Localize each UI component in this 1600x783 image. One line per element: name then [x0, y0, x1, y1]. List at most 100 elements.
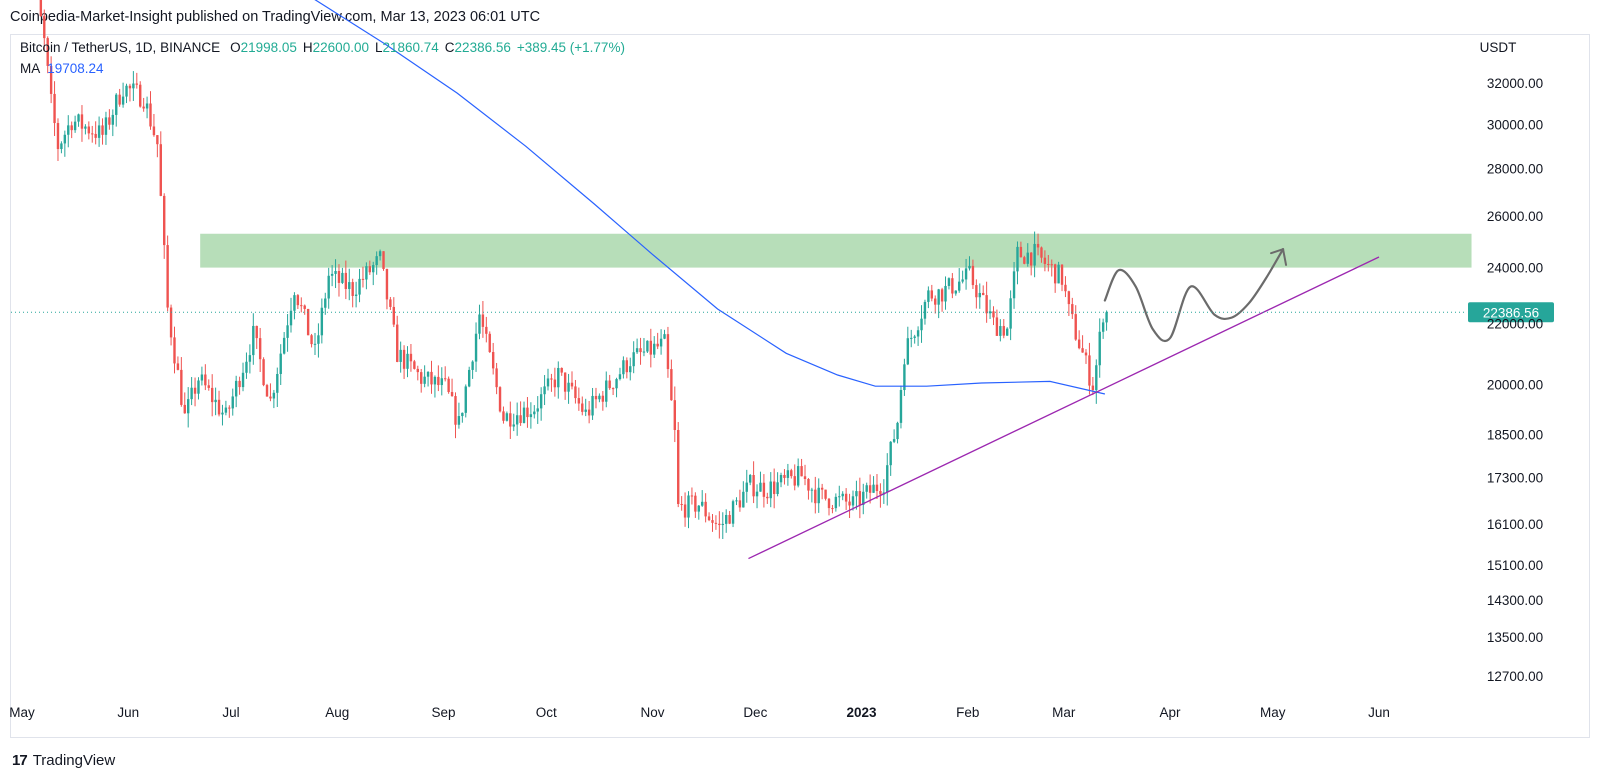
candle [262, 357, 265, 387]
candle [324, 292, 327, 315]
candle [145, 96, 149, 119]
candle [193, 377, 197, 407]
candle [231, 388, 234, 416]
candle [988, 299, 992, 320]
candle [378, 249, 382, 261]
ascending-trendline[interactable] [748, 256, 1380, 560]
candle [899, 385, 903, 429]
projection-path[interactable] [1103, 248, 1285, 343]
candle [354, 281, 358, 308]
y-tick-label: 26000.00 [1487, 209, 1543, 224]
moving-average-line[interactable] [313, 0, 1106, 395]
candle [817, 478, 820, 513]
candle [985, 281, 988, 323]
candle [485, 316, 488, 343]
candle [396, 315, 399, 363]
candle [461, 412, 464, 423]
x-tick-label: Aug [325, 705, 349, 720]
candle [515, 402, 519, 436]
candle [868, 474, 872, 504]
open-value: 21998.05 [240, 40, 297, 55]
candle [77, 113, 80, 127]
chart-frame[interactable] [10, 34, 1590, 738]
candle [1060, 264, 1064, 292]
candle [841, 491, 844, 501]
candle [560, 367, 563, 376]
published-text: Coinpedia-Market-Insight published on Tr… [10, 9, 541, 25]
candle [437, 365, 440, 392]
y-tick-label: 30000.00 [1487, 117, 1543, 132]
candle [207, 379, 210, 391]
candle [772, 468, 776, 509]
candle [169, 304, 173, 346]
x-tick-label: Sep [431, 705, 455, 720]
candle [567, 373, 570, 404]
candle [488, 331, 491, 353]
candle [56, 118, 60, 161]
y-tick-label: 18500.00 [1487, 428, 1543, 443]
x-tick-label: Oct [536, 705, 557, 720]
candle [1101, 318, 1105, 339]
candle [210, 374, 214, 417]
candle [214, 387, 217, 416]
candle [361, 266, 365, 288]
candle [121, 82, 125, 108]
ohlc-legend[interactable]: Bitcoin / TetherUS, 1D, BINANCE O 21998.… [20, 40, 625, 55]
candle [327, 267, 330, 309]
candle [951, 273, 954, 299]
x-tick-label: Mar [1052, 705, 1076, 720]
candle [656, 332, 659, 350]
candle [402, 345, 406, 379]
x-tick-label: Apr [1159, 705, 1181, 720]
candle [903, 358, 906, 396]
footer-brand[interactable]: TradingView [32, 752, 116, 769]
candle [444, 366, 447, 382]
candle [851, 490, 855, 511]
candle [293, 292, 296, 320]
candle [495, 362, 498, 395]
symbol-label[interactable]: Bitcoin / TetherUS, 1D, BINANCE [20, 40, 221, 55]
y-tick-label: 16100.00 [1487, 517, 1543, 532]
candle [159, 131, 162, 197]
candle [234, 375, 238, 408]
last-price-tag[interactable] [1468, 302, 1554, 323]
resistance-zone[interactable] [200, 233, 1472, 268]
ma-legend[interactable]: MA 19708.24 [20, 61, 104, 76]
candle [224, 400, 228, 416]
candle [635, 338, 639, 354]
candle [348, 268, 351, 301]
candle [1067, 290, 1071, 316]
candle [245, 352, 248, 379]
candle [60, 141, 63, 154]
candle [433, 375, 437, 398]
candle [858, 477, 862, 519]
candle [1050, 259, 1053, 277]
candle [707, 512, 711, 522]
candle [810, 487, 814, 503]
change-value: +389.45 (+1.77%) [516, 40, 625, 55]
candle [793, 464, 796, 491]
candle [491, 342, 495, 375]
y-tick-label: 20000.00 [1487, 378, 1543, 393]
candle [282, 332, 286, 355]
candle [742, 481, 745, 508]
candle [927, 286, 930, 309]
candle [1040, 246, 1043, 263]
candle [694, 492, 697, 518]
candle [498, 386, 502, 413]
candle [276, 367, 279, 407]
candle [594, 387, 598, 409]
tradingview-logo-icon[interactable]: 17 [12, 752, 28, 769]
candle [180, 357, 183, 407]
candle [663, 329, 666, 340]
candle [697, 505, 700, 520]
candle [834, 493, 838, 512]
candle [409, 343, 413, 372]
candle [186, 387, 190, 428]
candle [255, 325, 258, 349]
y-tick-label: 15100.00 [1487, 558, 1543, 573]
candle [937, 288, 940, 319]
candle [625, 357, 629, 379]
candle [94, 121, 97, 145]
